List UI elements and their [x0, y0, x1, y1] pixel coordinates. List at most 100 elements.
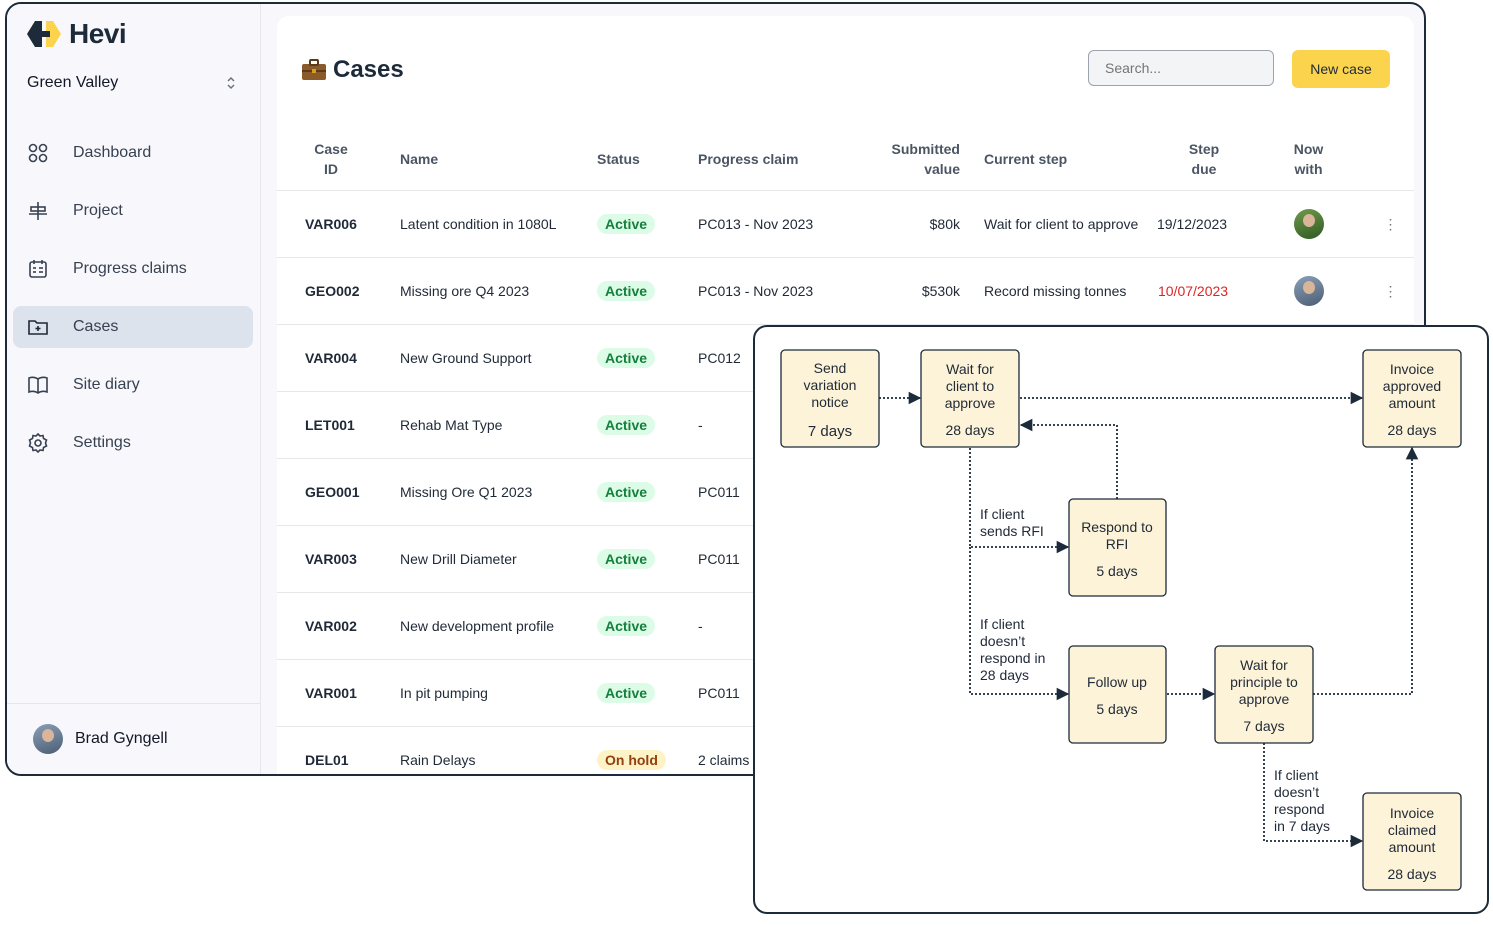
svg-text:variation: variation	[804, 377, 857, 393]
row-menu-cell: ⋮	[1366, 257, 1414, 325]
svg-text:Wait for: Wait for	[946, 361, 994, 377]
svg-text:approved: approved	[1383, 378, 1441, 394]
svg-text:Invoice: Invoice	[1390, 805, 1435, 821]
calendar-icon	[27, 258, 49, 280]
page-title-text: Cases	[333, 56, 404, 83]
svg-text:amount: amount	[1389, 395, 1436, 411]
case-id-cell: GEO002	[277, 257, 385, 325]
svg-text:Wait for: Wait for	[1240, 657, 1288, 673]
workflow-diagram: Send variation notice 7 days Wait for cl…	[780, 349, 1462, 891]
status-badge: Active	[597, 482, 656, 502]
status-cell: Active	[596, 458, 688, 526]
node-invoice-approved[interactable]: Invoice approved amount 28 days	[1362, 349, 1462, 448]
briefcase-icon	[302, 59, 326, 80]
case-id-cell: LET001	[277, 391, 385, 459]
new-case-button[interactable]: New case	[1292, 50, 1390, 88]
svg-text:Send: Send	[814, 360, 847, 376]
status-badge: Active	[597, 616, 656, 636]
sidebar-item-dashboard[interactable]: Dashboard	[13, 132, 253, 174]
sidebar-item-cases[interactable]: Cases	[13, 306, 253, 348]
sidebar-item-site-diary[interactable]: Site diary	[13, 364, 253, 406]
node-follow-up[interactable]: Follow up 5 days	[1068, 645, 1167, 744]
case-name-cell: New Ground Support	[385, 324, 596, 392]
table-row[interactable]: VAR006 Latent condition in 1080L Active …	[277, 190, 1414, 258]
brand-name: Hevi	[69, 18, 127, 49]
case-id-cell: GEO001	[277, 458, 385, 526]
sidebar-item-label: Site diary	[73, 376, 140, 393]
svg-text:28 days: 28 days	[1387, 422, 1436, 438]
column-header-status[interactable]: Status	[596, 128, 688, 191]
status-cell: Active	[596, 592, 688, 660]
project-icon	[27, 200, 49, 222]
svg-text:28 days: 28 days	[945, 422, 994, 438]
case-id-cell: VAR006	[277, 190, 385, 258]
svg-text:If client: If client	[980, 506, 1024, 522]
case-name-cell: In pit pumping	[385, 659, 596, 727]
user-profile[interactable]: Brad Gyngell	[7, 703, 260, 774]
sidebar-item-settings[interactable]: Settings	[13, 422, 253, 464]
node-send-notice[interactable]: Send variation notice 7 days	[780, 349, 880, 448]
case-name-cell: Latent condition in 1080L	[385, 190, 596, 258]
connector-wait-to-rfi	[969, 448, 1070, 554]
svg-text:amount: amount	[1389, 839, 1436, 855]
node-respond-rfi[interactable]: Respond to RFI 5 days	[1068, 498, 1167, 597]
sidebar-item-project[interactable]: Project	[13, 190, 253, 232]
brand-logo[interactable]: Hevi	[25, 18, 127, 50]
more-vertical-icon[interactable]: ⋮	[1383, 282, 1398, 299]
node-wait-client[interactable]: Wait for client to approve 28 days	[920, 349, 1020, 448]
search-input[interactable]	[1088, 50, 1274, 86]
svg-text:28 days: 28 days	[980, 667, 1029, 683]
node-invoice-claimed[interactable]: Invoice claimed amount 28 days	[1362, 792, 1462, 891]
case-id-cell: DEL01	[277, 726, 385, 774]
svg-text:7 days: 7 days	[808, 423, 852, 440]
edge-label-no-response-28: If client doesn’t respond in 28 days	[980, 616, 1045, 683]
current-step-cell: Record missing tonnes	[970, 257, 1157, 325]
status-badge: Active	[597, 415, 656, 435]
column-header-step-due[interactable]: Step due	[1157, 128, 1251, 191]
column-header-name[interactable]: Name	[385, 128, 596, 191]
svg-text:in 7 days: in 7 days	[1274, 818, 1330, 834]
avatar	[33, 724, 63, 754]
more-vertical-icon[interactable]: ⋮	[1383, 215, 1398, 232]
column-header-progress-claim[interactable]: Progress claim	[688, 128, 838, 191]
svg-text:5 days: 5 days	[1096, 701, 1137, 717]
status-badge: Active	[597, 549, 656, 569]
node-wait-principle[interactable]: Wait for principle to approve 7 days	[1214, 645, 1314, 744]
current-step-cell: Wait for client to approve	[970, 190, 1157, 258]
org-selector[interactable]: Green Valley	[27, 74, 237, 92]
svg-text:If client: If client	[1274, 767, 1318, 783]
progress-claim-cell: PC013 - Nov 2023	[688, 257, 838, 325]
status-cell: Active	[596, 391, 688, 459]
avatar[interactable]	[1293, 276, 1324, 306]
svg-text:doesn’t: doesn’t	[1274, 784, 1319, 800]
table-row[interactable]: GEO002 Missing ore Q4 2023 Active PC013 …	[277, 257, 1414, 325]
page-title: Cases	[301, 56, 404, 84]
edge-label-no-response-7: If client doesn’t respond in 7 days	[1274, 767, 1330, 834]
status-badge: Active	[597, 683, 656, 703]
column-header-submitted-value[interactable]: Submitted value	[838, 128, 970, 191]
status-badge: Active	[597, 214, 656, 234]
svg-text:approve: approve	[1239, 691, 1290, 707]
sidebar-item-label: Settings	[73, 434, 131, 451]
case-name-cell: Missing ore Q4 2023	[385, 257, 596, 325]
column-header-current-step[interactable]: Current step	[970, 128, 1157, 191]
status-cell: Active	[596, 324, 688, 392]
svg-text:doesn’t: doesn’t	[980, 633, 1025, 649]
column-header-actions	[1366, 128, 1414, 191]
status-cell: Active	[596, 190, 688, 258]
sidebar-item-progress-claims[interactable]: Progress claims	[13, 248, 253, 290]
svg-text:client to: client to	[946, 378, 994, 394]
svg-text:sends RFI: sends RFI	[980, 523, 1044, 539]
avatar[interactable]	[1293, 209, 1324, 239]
connector-principle-to-invoice	[1313, 446, 1419, 695]
status-cell: Active	[596, 257, 688, 325]
hevi-logo-icon	[27, 21, 61, 47]
column-header-case-id[interactable]: Case ID	[277, 128, 385, 191]
svg-text:Respond to: Respond to	[1081, 519, 1153, 535]
column-header-now-with[interactable]: Now with	[1251, 128, 1366, 191]
sidebar-item-label: Project	[73, 202, 123, 219]
progress-claim-cell: PC013 - Nov 2023	[688, 190, 838, 258]
org-name: Green Valley	[27, 74, 119, 91]
status-cell: Active	[596, 659, 688, 727]
now-with-cell	[1251, 257, 1366, 325]
